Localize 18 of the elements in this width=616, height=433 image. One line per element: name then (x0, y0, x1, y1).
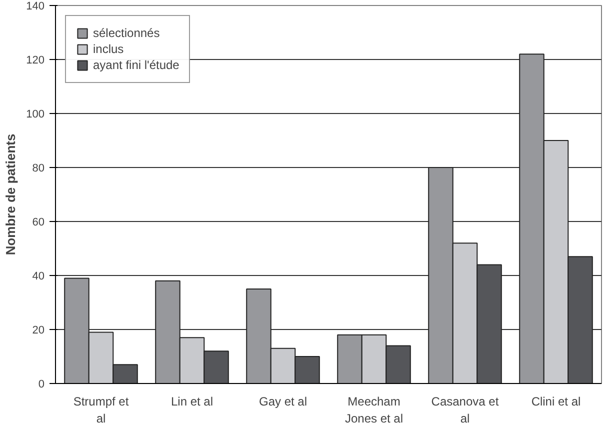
y-tick-label: 140 (26, 0, 45, 12)
x-tick-label: Clini et al (531, 394, 581, 408)
x-tick-label: Casanova et al (431, 394, 500, 426)
legend-label: ayant fini l'étude (93, 58, 180, 72)
x-tick-label: Strumpf et al (73, 394, 130, 426)
y-tick-label: 0 (38, 378, 45, 390)
y-tick-label: 100 (26, 108, 45, 120)
y-tick-label: 40 (32, 270, 45, 282)
x-tick-label: Meecham Jones et al (344, 394, 404, 426)
y-axis-title: Nombre de patients (3, 134, 18, 256)
legend-label: sélectionnés (93, 26, 160, 40)
y-tick-label: 20 (32, 324, 45, 336)
y-tick-label: 60 (32, 216, 45, 228)
y-tick-label: 80 (32, 162, 45, 174)
x-tick-label: Lin et al (170, 394, 214, 408)
x-tick-label: Gay et al (258, 394, 308, 408)
legend-label: inclus (93, 42, 124, 56)
y-tick-label: 120 (26, 54, 45, 66)
